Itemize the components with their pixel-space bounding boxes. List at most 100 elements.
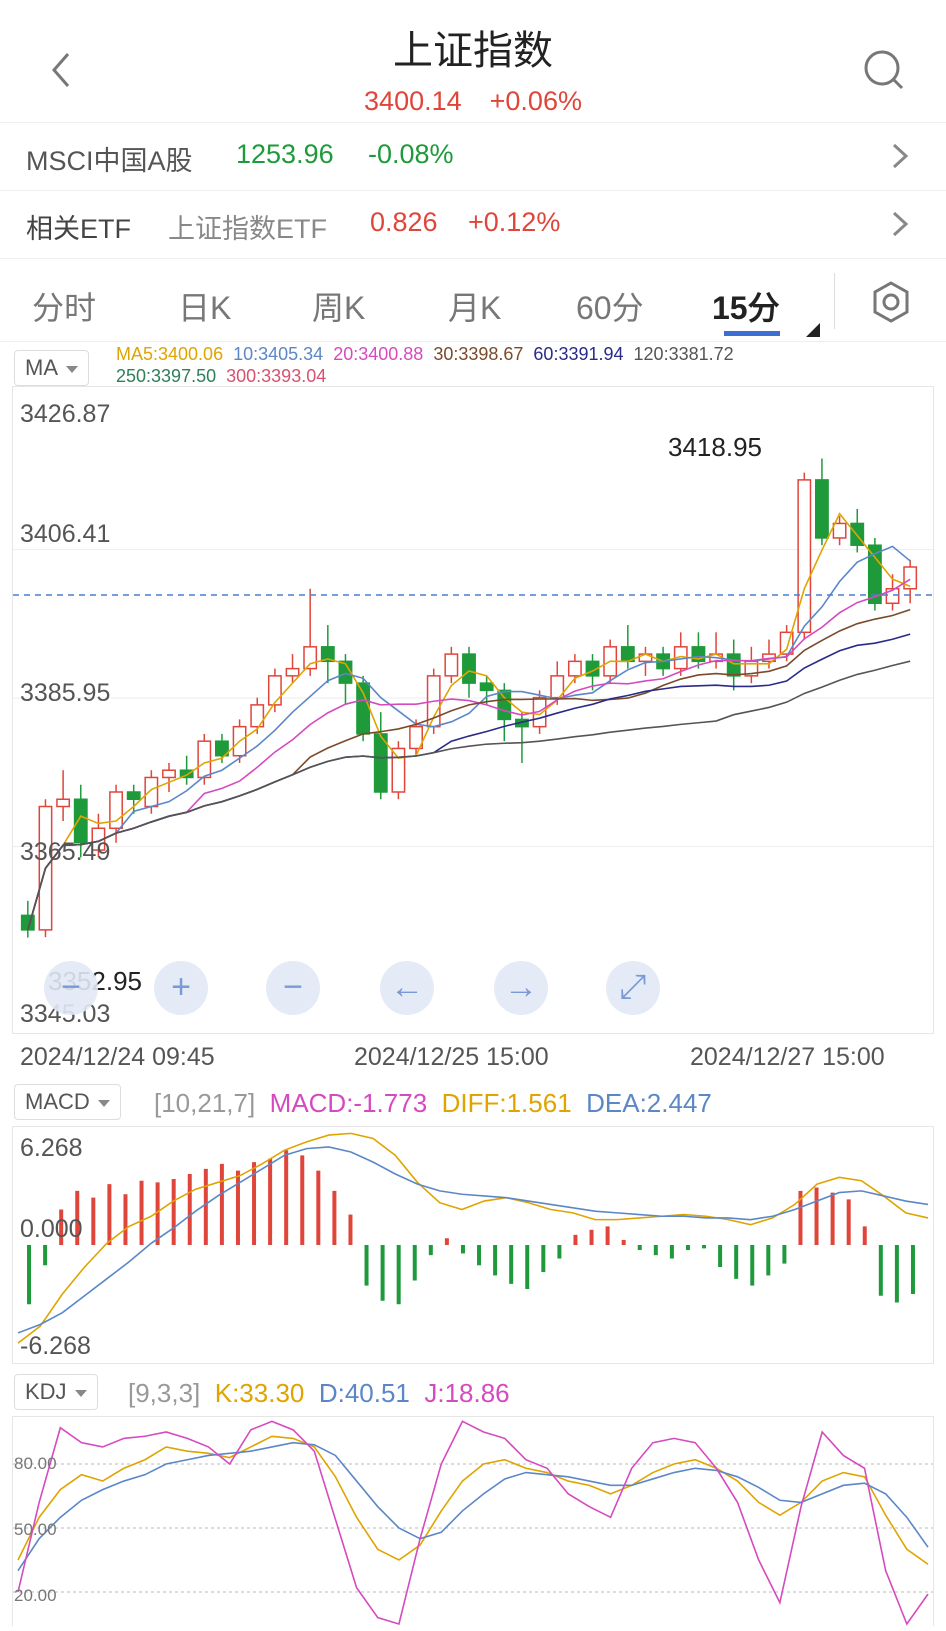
macd-axis-label: 6.268: [20, 1134, 83, 1162]
candle-body: [56, 798, 71, 808]
high-price-label: 3418.95: [668, 432, 762, 462]
candle-body: [356, 682, 371, 735]
ma250-value: 250:3397.50: [116, 366, 217, 386]
macd-params: [10,21,7]: [154, 1088, 256, 1118]
tab-day-k[interactable]: 日K: [178, 290, 232, 326]
chevron-down-icon: [74, 1389, 87, 1397]
ma20-value: 20:3400.88: [333, 344, 424, 364]
ma10-value: 10:3405.34: [233, 344, 324, 364]
kdj-selector-label: KDJ: [25, 1379, 67, 1404]
msci-row[interactable]: MSCI中国A股 1253.96 -0.08%: [0, 122, 946, 189]
macd-dea: DEA:2.447: [586, 1088, 712, 1118]
candle-body: [867, 544, 882, 605]
candle-body: [320, 646, 335, 663]
zoom-in-button[interactable]: +: [154, 961, 208, 1015]
candle-body: [250, 704, 265, 728]
page-title: 上证指数: [393, 29, 553, 73]
macd-selector-label: MACD: [25, 1089, 90, 1114]
period-tabs: 分时 日K 周K 月K 60分 15分: [0, 258, 946, 342]
macd-chart[interactable]: [12, 1126, 934, 1364]
price-chart[interactable]: [12, 386, 934, 1034]
macd-value: MACD:-1.773: [269, 1088, 428, 1118]
tab-week-k[interactable]: 周K: [312, 290, 366, 326]
tab-month-k[interactable]: 月K: [448, 290, 502, 326]
candle-body: [267, 675, 282, 706]
ma300-value: 300:3393.04: [226, 366, 327, 386]
tab-15min[interactable]: 15分: [712, 290, 780, 326]
ma-line: [27, 660, 911, 931]
ma30-value: 30:3398.67: [433, 344, 524, 364]
kdj-axis-label: 80.00: [14, 1454, 57, 1473]
msci-price: 1253.96: [236, 139, 334, 169]
ma-line: [27, 512, 911, 931]
price-axis-label: 3426.87: [20, 400, 111, 428]
candle-body: [303, 646, 318, 670]
ma-line: [27, 578, 911, 931]
date-label-start: 2024/12/24 09:45: [20, 1043, 215, 1071]
candle-body: [126, 791, 141, 801]
fullscreen-button[interactable]: ⤢: [606, 961, 660, 1015]
candle-body: [162, 769, 176, 779]
ma5-value: MA5:3400.06: [116, 344, 224, 364]
ma120-value: 120:3381.72: [633, 344, 734, 364]
macd-legend: [10,21,7] MACD:-1.773 DIFF:1.561 DEA:2.4…: [154, 1088, 712, 1119]
candle-body: [73, 798, 88, 844]
divider: [834, 273, 835, 329]
move-left-button[interactable]: ←: [380, 961, 434, 1015]
kdj-chart[interactable]: [12, 1416, 934, 1626]
tab-minute[interactable]: 分时: [32, 290, 97, 326]
ma-selector-label: MA: [25, 355, 58, 380]
active-tab-indicator: [724, 331, 780, 336]
date-label-end: 2024/12/27 15:00: [690, 1043, 885, 1071]
candle-body: [144, 776, 159, 808]
candle-body: [338, 660, 353, 684]
minus-icon: −: [283, 968, 303, 1006]
price-axis-label: 3365.49: [20, 838, 111, 866]
candle-body: [567, 660, 582, 677]
arrow-left-icon: ←: [390, 968, 424, 1006]
date-label-mid: 2024/12/25 15:00: [354, 1043, 549, 1071]
settings-icon[interactable]: [868, 279, 914, 325]
kdj-chart-svg: [13, 1420, 933, 1626]
minus-zoom-button[interactable]: −: [44, 961, 98, 1015]
candle-body: [109, 791, 123, 830]
chevron-right-icon: [886, 209, 912, 239]
candle-body: [497, 689, 512, 721]
period-dropdown-icon[interactable]: [806, 323, 820, 337]
index-quote: 3400.14 +0.06%: [0, 86, 946, 117]
kdj-params: [9,3,3]: [128, 1378, 201, 1408]
msci-change: -0.08%: [368, 139, 454, 169]
index-price: 3400.14: [364, 86, 462, 116]
index-change: +0.06%: [489, 86, 582, 116]
candle-body: [832, 522, 847, 539]
etf-name: 上证指数ETF: [168, 214, 327, 244]
back-icon[interactable]: [42, 46, 82, 94]
kdj-legend: [9,3,3] K:33.30 D:40.51 J:18.86: [128, 1378, 510, 1409]
move-right-button[interactable]: →: [494, 961, 548, 1015]
candle-body: [373, 733, 388, 793]
chevron-down-icon: [66, 365, 78, 373]
ma60-value: 60:3391.94: [533, 344, 624, 364]
ma-legend: MA5:3400.06 10:3405.34 20:3400.88 30:339…: [116, 343, 936, 387]
etf-label: 相关ETF: [26, 214, 131, 244]
arrow-right-icon: →: [504, 968, 538, 1006]
zoom-out-button[interactable]: −: [266, 961, 320, 1015]
candle-body: [179, 769, 194, 779]
kdj-j: J:18.86: [424, 1378, 510, 1408]
candle-body: [409, 725, 423, 750]
candle-body: [391, 747, 406, 793]
fullscreen-icon: ⤢: [619, 968, 647, 1006]
candle-body: [815, 479, 829, 539]
chevron-down-icon: [97, 1099, 110, 1107]
ma-selector[interactable]: MA: [14, 350, 89, 386]
kdj-selector[interactable]: KDJ: [14, 1374, 98, 1410]
kdj-k: K:33.30: [214, 1378, 305, 1408]
price-axis-label: 3385.95: [20, 679, 111, 707]
etf-row[interactable]: 相关ETF 上证指数ETF 0.826 +0.12%: [0, 190, 946, 257]
macd-selector[interactable]: MACD: [14, 1084, 121, 1120]
kdj-k-line: [17, 1435, 929, 1565]
price-axis-label: 3406.41: [20, 520, 111, 548]
macd-diff-line: [17, 1132, 929, 1344]
tab-60min[interactable]: 60分: [576, 290, 644, 326]
search-icon[interactable]: [860, 46, 908, 94]
